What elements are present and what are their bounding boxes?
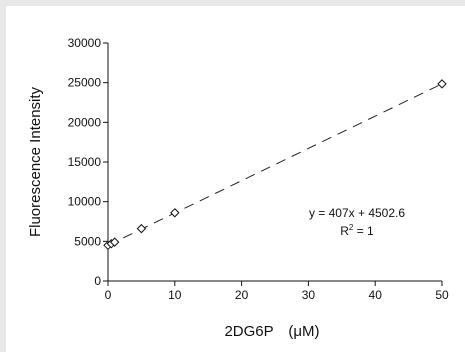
axes: [103, 42, 443, 286]
x-axis-title: 2DG6P (μM): [224, 323, 319, 340]
y-tick-label: 20000: [68, 115, 102, 129]
y-tick-label: 30000: [68, 36, 102, 50]
data-point: [109, 237, 120, 247]
x-tick-label: 30: [302, 288, 316, 302]
data-point: [170, 208, 180, 218]
trendline: [107, 83, 443, 246]
r-squared-label: R2 = 1: [340, 223, 374, 238]
trendline-equation: y = 407x + 4502.6: [309, 206, 405, 220]
x-tick-label: 50: [435, 288, 449, 302]
y-tick-label: 5000: [74, 234, 101, 248]
x-tick-label: 20: [235, 288, 249, 302]
data-point: [136, 223, 147, 234]
r-squared-sup: 2: [349, 223, 354, 232]
points-layer: [103, 79, 447, 251]
y-axis-title: Fluorescence Intensity: [27, 86, 44, 237]
tick-labels: 0 5000 10000 15000 20000 25000 30000 0 10 20 30 40 5…: [68, 36, 449, 302]
x-tick-label: 40: [369, 288, 383, 302]
x-tick-label: 0: [105, 288, 112, 302]
x-tick-label: 10: [168, 288, 182, 302]
r-squared-value: = 1: [353, 224, 374, 238]
y-tick-label: 25000: [68, 76, 102, 90]
y-tick-label: 0: [94, 274, 101, 288]
data-point: [437, 79, 447, 89]
r-squared-prefix: R: [340, 224, 349, 238]
trendline-layer: [107, 83, 443, 246]
y-tick-label: 15000: [68, 155, 102, 169]
y-tick-label: 10000: [68, 195, 102, 209]
